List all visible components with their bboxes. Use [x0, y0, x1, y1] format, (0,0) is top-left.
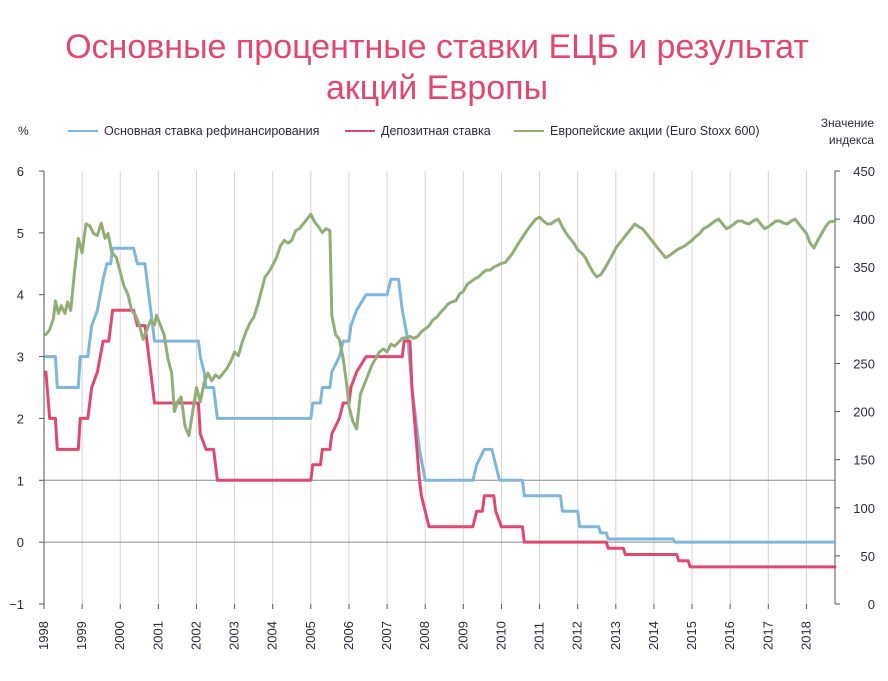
x-tick-label: 2005: [303, 621, 318, 650]
x-axis-ticks: 1998 1999 2000 2001 2002 2003 2004 2005 2006 2007…: [36, 604, 813, 650]
right-tick-label: 250: [853, 356, 875, 371]
right-tick-label: 350: [853, 260, 875, 275]
x-tick-label: 2014: [646, 621, 661, 650]
left-tick-label: 3: [17, 350, 24, 365]
x-tick-label: 2001: [150, 621, 165, 650]
right-tick-label: 400: [853, 212, 875, 227]
series-deposit-rate: [44, 308, 837, 569]
x-tick-label: 2009: [455, 621, 470, 650]
x-tick-label: 1999: [74, 621, 89, 650]
right-tick-label: 300: [853, 308, 875, 323]
x-tick-label: 2017: [760, 621, 775, 650]
x-tick-label: 2012: [570, 621, 585, 650]
series-euro-stoxx-600: [44, 212, 837, 438]
left-tick-label: 0: [17, 535, 24, 550]
x-tick-label: 2016: [722, 621, 737, 650]
right-tick-label: 450: [853, 164, 875, 179]
x-tick-label: 2010: [493, 621, 508, 650]
x-tick-label: 2015: [684, 621, 699, 650]
legend-label-refinancing: Основная ставка рефинансирования: [104, 124, 319, 138]
right-tick-label: 200: [853, 405, 875, 420]
chart-title-line-2: акций Европы: [326, 69, 548, 107]
series-lines: [44, 212, 837, 569]
legend: Основная ставка рефинансирования Депозит…: [68, 124, 760, 138]
x-tick-label: 2002: [188, 621, 203, 650]
x-tick-label: 1998: [36, 621, 51, 650]
right-tick-label: 0: [868, 597, 875, 612]
right-axis-ticks: 0 50 100 150 200 250 300 350 400 450: [835, 164, 875, 612]
reference-lines: [44, 479, 835, 543]
right-tick-label: 50: [861, 549, 875, 564]
left-tick-label: 6: [17, 164, 24, 179]
x-tick-label: 2011: [532, 622, 547, 650]
x-tick-label: 2006: [341, 621, 356, 650]
left-tick-label: 5: [17, 226, 24, 241]
left-tick-label: 1: [17, 473, 24, 488]
grid: [43, 171, 836, 604]
left-axis-ticks: −1 0 1 2 3 4 5 6: [9, 164, 44, 612]
x-tick-label: 2003: [227, 621, 242, 650]
x-tick-label: 2000: [112, 621, 127, 650]
right-axis-unit-line-1: Значение: [821, 116, 875, 130]
chart-title-line-1: Основные процентные ставки ЕЦБ и результ…: [65, 28, 809, 66]
left-tick-label: 4: [17, 288, 24, 303]
left-axis-unit: %: [18, 124, 29, 138]
x-tick-label: 2004: [265, 621, 280, 650]
left-tick-label: −1: [9, 597, 24, 612]
x-tick-label: 2008: [417, 621, 432, 650]
legend-label-stoxx: Европейские акции (Euro Stoxx 600): [550, 124, 760, 138]
series-refinancing-rate: [44, 246, 837, 544]
x-tick-label: 2018: [798, 621, 813, 650]
x-tick-label: 2013: [608, 621, 623, 650]
legend-label-deposit: Депозитная ставка: [381, 124, 491, 138]
left-tick-label: 2: [17, 411, 24, 426]
x-tick-label: 2007: [379, 621, 394, 650]
right-axis-unit-line-2: индекса: [829, 133, 874, 147]
right-tick-label: 100: [853, 501, 875, 516]
right-tick-label: 150: [853, 453, 875, 468]
